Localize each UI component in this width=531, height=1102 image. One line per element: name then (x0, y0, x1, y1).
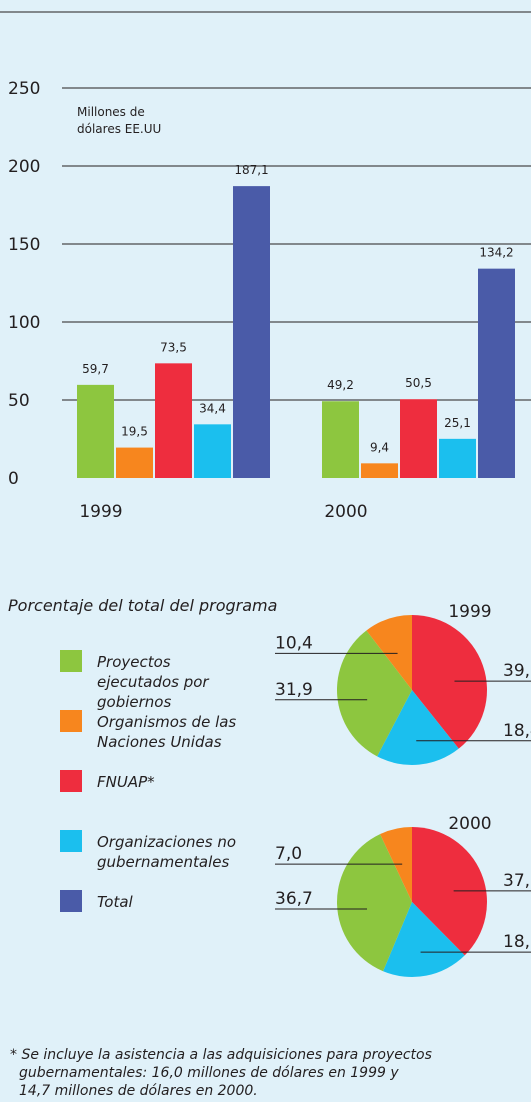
bar (116, 447, 153, 478)
pie-slice (336, 630, 412, 757)
footnote-line: * Se incluye la asistencia a las adquisi… (10, 1047, 432, 1063)
legend-label: Proyectos ejecutados por gobiernos (97, 653, 209, 711)
pie-value-label: 18,7 (503, 932, 531, 952)
bar-value-label: 25,1 (444, 416, 471, 430)
pie-slice (366, 615, 412, 690)
pie-slice (337, 834, 412, 972)
footnote: * Se incluye la asistencia a las adquisi… (10, 1046, 432, 1100)
legend-swatch (60, 710, 82, 732)
bar (155, 363, 192, 478)
bar-value-label: 19,5 (121, 425, 148, 439)
bar (439, 438, 476, 478)
y-tick-label: 250 (8, 79, 40, 99)
y-tick-label: 50 (8, 391, 30, 411)
bar (194, 424, 231, 478)
bar (478, 268, 515, 478)
legend-label: Total (97, 893, 133, 911)
bar-value-label: 50,5 (405, 376, 432, 390)
y-tick-label: 200 (8, 157, 40, 177)
pie-value-label: 10,4 (275, 633, 313, 653)
pie-value-label: 18,4 (503, 721, 531, 741)
legend-label: Organizaciones no gubernamentales (97, 833, 237, 871)
pie-value-label: 39,3 (503, 661, 531, 681)
y-tick-label: 150 (8, 235, 40, 255)
y-tick-label: 0 (8, 469, 19, 489)
bar-value-label: 73,5 (160, 340, 187, 354)
legend-label: FNUAP* (97, 773, 155, 791)
pie-slice (412, 827, 488, 956)
bar-value-label: 187,1 (234, 163, 268, 177)
legend-swatch (60, 650, 82, 672)
bar-value-label: 49,2 (327, 378, 354, 392)
bar-value-label: 59,7 (82, 362, 109, 376)
bar (322, 401, 359, 478)
pie-slice (412, 615, 488, 749)
y-axis-label: Millones de dólares EE.UU (77, 105, 162, 136)
pie-slice (377, 690, 459, 766)
pie-value-label: 31,9 (275, 680, 313, 700)
x-tick-label: 1999 (79, 502, 122, 522)
bar (400, 399, 437, 478)
footnote-line: 14,7 millones de dólares en 2000. (19, 1083, 258, 1099)
legend-swatch (60, 830, 82, 852)
x-tick-label: 2000 (324, 502, 367, 522)
y-tick-label: 100 (8, 313, 40, 333)
legend-swatch (60, 890, 82, 912)
pie-slice (383, 902, 465, 977)
pie-value-label: 36,7 (275, 889, 313, 909)
footnote-line: gubernamentales: 16,0 millones de dólare… (19, 1065, 399, 1081)
bar-value-label: 134,2 (479, 246, 513, 260)
pie-value-label: 7,0 (275, 844, 302, 864)
bar (77, 384, 114, 478)
legend-swatch (60, 770, 82, 792)
pie-title: 2000 (448, 814, 491, 834)
pie-heading: Porcentaje del total del programa (8, 596, 278, 615)
bar-value-label: 34,4 (199, 401, 226, 415)
bar (233, 186, 270, 478)
pie-value-label: 37,6 (503, 871, 531, 891)
bar-value-label: 9,4 (370, 440, 389, 454)
pie-title: 1999 (448, 602, 491, 622)
legend-label: Organismos de las Naciones Unidas (97, 713, 237, 751)
bar (361, 463, 398, 478)
